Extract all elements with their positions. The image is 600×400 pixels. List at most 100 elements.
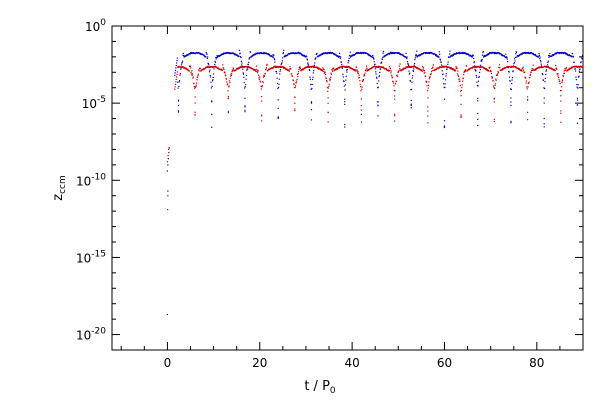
data-point [300, 69, 302, 71]
data-point [220, 69, 222, 71]
data-point [382, 56, 384, 58]
data-point [262, 81, 264, 84]
data-point [181, 66, 183, 69]
data-point [284, 55, 286, 58]
data-point [317, 67, 319, 69]
data-point [515, 51, 518, 54]
data-point [381, 61, 383, 63]
data-point [168, 147, 170, 149]
data-point [443, 98, 446, 100]
data-point [289, 68, 291, 70]
data-point [468, 68, 470, 71]
data-point [268, 54, 270, 56]
data-point [249, 51, 252, 53]
data-point [282, 66, 284, 68]
data-point [405, 67, 407, 69]
data-point [167, 195, 169, 197]
data-point [221, 54, 223, 56]
data-point [383, 56, 385, 58]
data-point [277, 65, 279, 68]
data-point [575, 76, 577, 78]
data-point [556, 68, 558, 70]
y-tick-label: 10-15 [76, 249, 106, 265]
data-point [548, 55, 550, 57]
data-point [249, 57, 251, 59]
data-point [525, 80, 528, 82]
data-point [292, 80, 294, 82]
data-point [582, 65, 584, 68]
data-point [577, 65, 579, 67]
data-point [367, 53, 369, 55]
data-point [402, 69, 404, 71]
data-point [271, 55, 273, 57]
data-point [485, 68, 487, 71]
data-point [226, 52, 228, 54]
data-point [211, 126, 213, 128]
data-point [467, 53, 470, 55]
data-point [230, 73, 232, 75]
data-point [427, 115, 429, 117]
data-point [228, 52, 231, 55]
data-point [240, 60, 242, 62]
data-point [294, 96, 296, 99]
data-point [515, 53, 517, 55]
data-point [341, 66, 343, 68]
data-point [360, 104, 362, 107]
data-point [210, 87, 212, 89]
data-point [333, 70, 335, 72]
data-point [313, 70, 315, 72]
data-point [428, 81, 430, 83]
data-point [538, 55, 540, 58]
data-point [412, 69, 414, 72]
data-point [286, 68, 288, 70]
data-point [575, 78, 577, 81]
data-point [362, 79, 364, 81]
data-point [427, 52, 429, 54]
data-point [203, 68, 205, 70]
data-point [450, 55, 452, 57]
data-point [429, 52, 431, 55]
data-point [373, 58, 375, 60]
data-point [283, 49, 285, 51]
data-point [397, 71, 399, 73]
data-point [224, 72, 226, 74]
data-point [554, 53, 556, 55]
data-point [503, 55, 505, 57]
data-point [224, 71, 226, 73]
data-point [391, 77, 393, 79]
data-point [398, 52, 401, 54]
data-point [374, 63, 376, 65]
data-point [516, 56, 518, 58]
data-point [364, 74, 366, 76]
data-point [329, 78, 331, 80]
data-point [464, 52, 467, 54]
data-point [166, 161, 169, 163]
data-point [544, 81, 546, 83]
data-point [211, 65, 213, 68]
data-point [394, 115, 396, 117]
data-point [496, 74, 498, 76]
data-point [513, 62, 515, 64]
data-point [481, 58, 483, 61]
data-point [580, 65, 583, 68]
data-point [560, 89, 562, 92]
data-point [491, 76, 493, 78]
data-point [568, 54, 570, 56]
data-point [241, 64, 243, 66]
data-point [477, 97, 479, 100]
data-point [318, 54, 320, 56]
data-point [464, 69, 466, 71]
data-point [520, 69, 522, 71]
data-point [439, 53, 441, 55]
data-point [582, 54, 584, 57]
y-tick-label: 10-10 [76, 172, 106, 188]
data-point [372, 57, 375, 59]
data-point [578, 70, 580, 72]
data-point [359, 52, 361, 54]
data-point [232, 67, 234, 69]
data-point [470, 55, 472, 57]
data-point [413, 64, 415, 66]
data-point [448, 56, 450, 58]
data-point [254, 69, 256, 71]
data-point [297, 73, 299, 75]
